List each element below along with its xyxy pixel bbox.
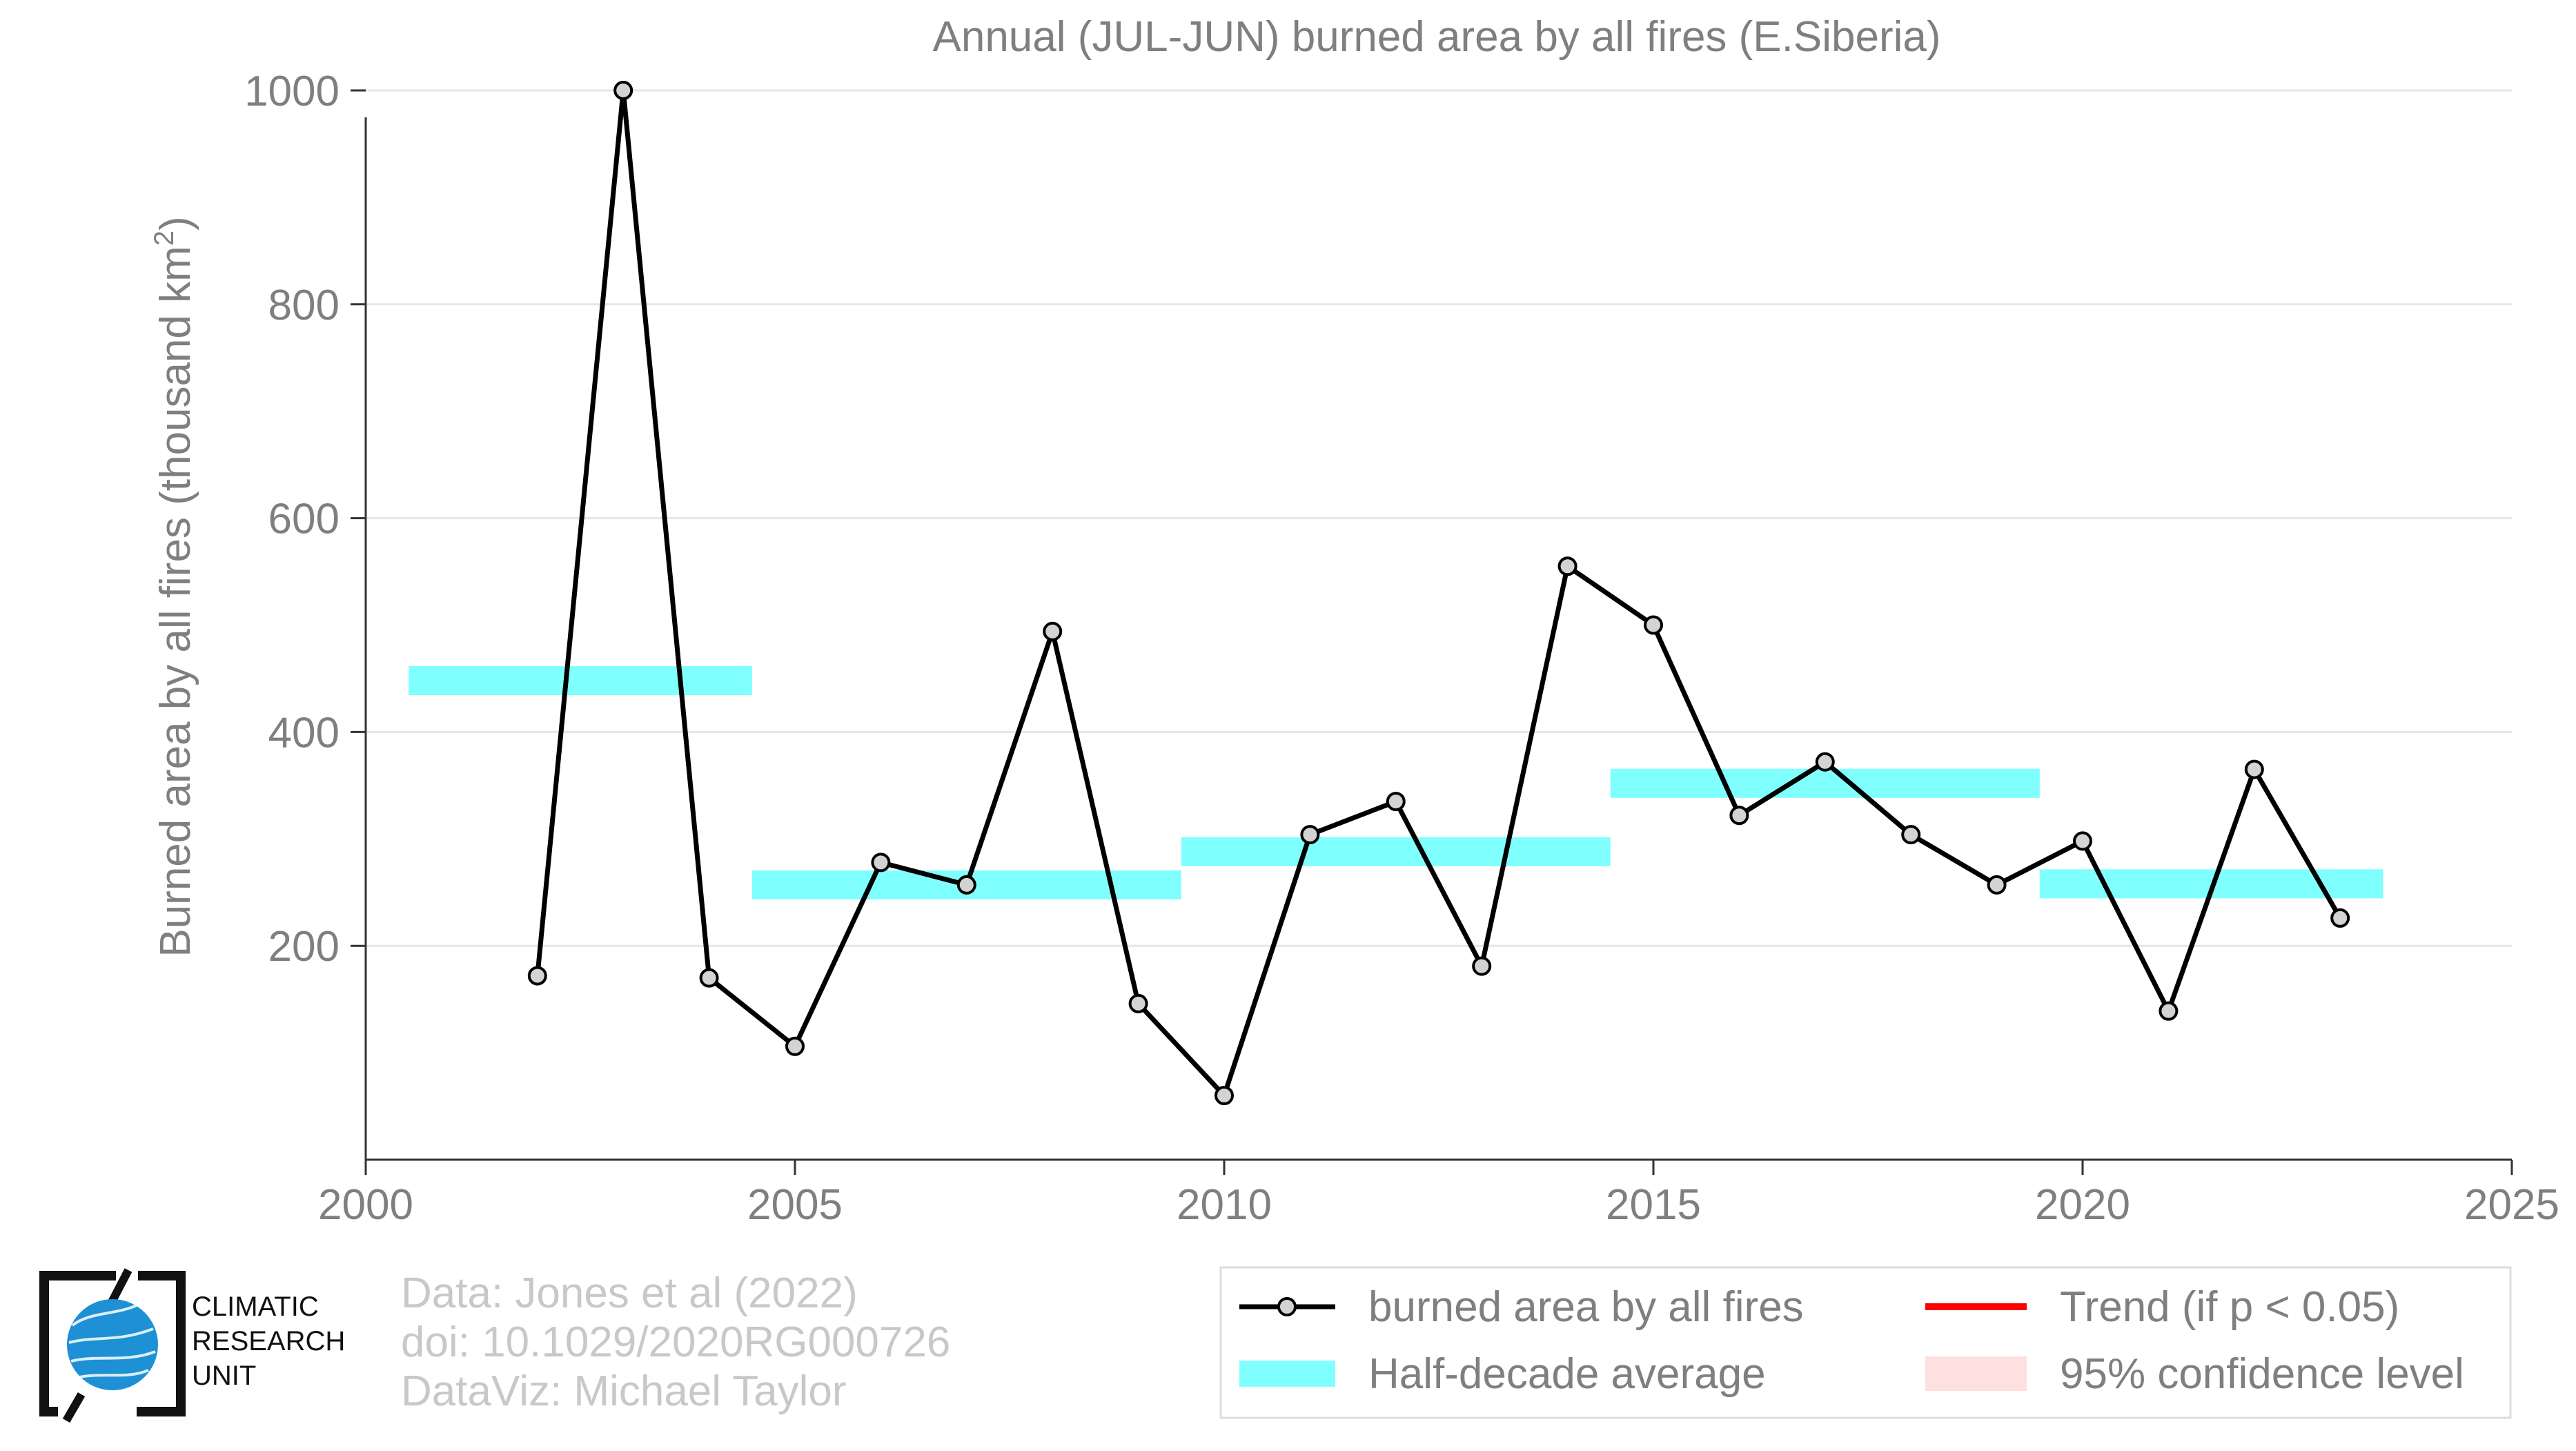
data-point — [1557, 556, 1577, 576]
data-point — [613, 80, 633, 100]
data-point — [956, 875, 976, 895]
grid — [366, 89, 2512, 947]
data-point — [527, 966, 547, 986]
data-point — [699, 968, 719, 988]
x-tick-label: 2020 — [2035, 1181, 2130, 1229]
y-axis-label-sup: 2 — [149, 231, 179, 246]
legend-label-burned-area: burned area by all fires — [1368, 1283, 1804, 1331]
legend-item-burned-area: burned area by all fires — [1239, 1283, 1804, 1331]
data-point — [1815, 752, 1835, 772]
x-tick-label: 2005 — [747, 1181, 843, 1229]
legend-swatch-confidence — [1925, 1356, 2027, 1391]
data-point — [2244, 759, 2264, 779]
y-tick-label: 200 — [268, 923, 340, 971]
legend-label-trend: Trend (if p < 0.05) — [2060, 1283, 2399, 1331]
globe-icon — [67, 1299, 158, 1390]
x-tick-label: 2010 — [1177, 1181, 1272, 1229]
half-decade-band — [1610, 768, 2040, 798]
cru-logo — [39, 1268, 186, 1423]
legend-label-half-decade: Half-decade average — [1368, 1350, 1766, 1398]
y-tick-label: 1000 — [244, 68, 340, 115]
data-point — [1043, 621, 1063, 641]
data-point — [2073, 831, 2092, 851]
cru-logo-text: CLIMATIC RESEARCH UNIT — [192, 1289, 345, 1393]
data-point — [1644, 615, 1663, 635]
y-axis-label-close: ) — [152, 216, 199, 231]
legend-swatch-band — [1239, 1361, 1335, 1387]
data-point — [2159, 1001, 2179, 1021]
logo-bracket-left — [39, 1271, 116, 1416]
series-burned-area — [527, 80, 2350, 1106]
x-tick-label: 2025 — [2464, 1181, 2559, 1229]
series-line — [535, 88, 2343, 1098]
logo-bracket-right — [137, 1271, 186, 1416]
y-tick-label: 600 — [268, 496, 340, 543]
data-point — [1128, 993, 1148, 1013]
half-decade-band — [409, 666, 752, 696]
globe-contour-lines — [68, 1303, 156, 1379]
legend-swatch-marker — [1277, 1297, 1297, 1316]
legend-label-confidence: 95% confidence level — [2060, 1350, 2464, 1398]
data-point — [1215, 1086, 1234, 1106]
data-point — [1901, 825, 1921, 845]
legend-item-trend: Trend (if p < 0.05) — [1925, 1283, 2399, 1331]
y-axis-label: Burned area by all fires (thousand km2) — [149, 216, 199, 957]
credits-dataviz: DataViz: Michael Taylor — [401, 1367, 847, 1415]
logo-line-3: UNIT — [192, 1361, 257, 1391]
data-point — [871, 853, 891, 873]
data-point — [785, 1036, 805, 1056]
legend-box — [1219, 1266, 2512, 1419]
x-tick-label: 2000 — [318, 1181, 413, 1229]
logo-line-1: CLIMATIC — [192, 1292, 319, 1322]
legend: burned area by all fires Trend (if p < 0… — [1219, 1266, 2512, 1419]
credits: Data: Jones et al (2022) doi: 10.1029/20… — [401, 1269, 950, 1416]
data-point — [1729, 806, 1749, 826]
half-decade-bands — [409, 666, 2383, 899]
x-tick-label: 2015 — [1606, 1181, 1701, 1229]
logo-slash — [62, 1268, 132, 1423]
data-point — [2330, 908, 2350, 928]
data-point — [1300, 825, 1320, 845]
data-point — [1386, 792, 1406, 812]
legend-item-confidence: 95% confidence level — [1925, 1350, 2464, 1398]
data-point — [1472, 956, 1492, 976]
y-tick-label: 800 — [268, 282, 340, 329]
half-decade-band — [1181, 837, 1611, 866]
axes: 200 400 600 800 1000 2000 2005 2010 2015 2020 2025 — [244, 68, 2559, 1229]
logo-line-2: RESEARCH — [192, 1326, 346, 1356]
y-axis-label-main: Burned area by all fires (thousand km — [152, 246, 199, 957]
chart-title: Annual (JUL-JUN) burned area by all fire… — [932, 13, 1940, 61]
legend-item-half-decade: Half-decade average — [1239, 1350, 1766, 1398]
y-tick-label: 400 — [268, 709, 340, 757]
credits-doi: doi: 10.1029/2020RG000726 — [401, 1318, 951, 1366]
data-point — [1987, 875, 2007, 895]
credits-data-source: Data: Jones et al (2022) — [401, 1269, 858, 1317]
